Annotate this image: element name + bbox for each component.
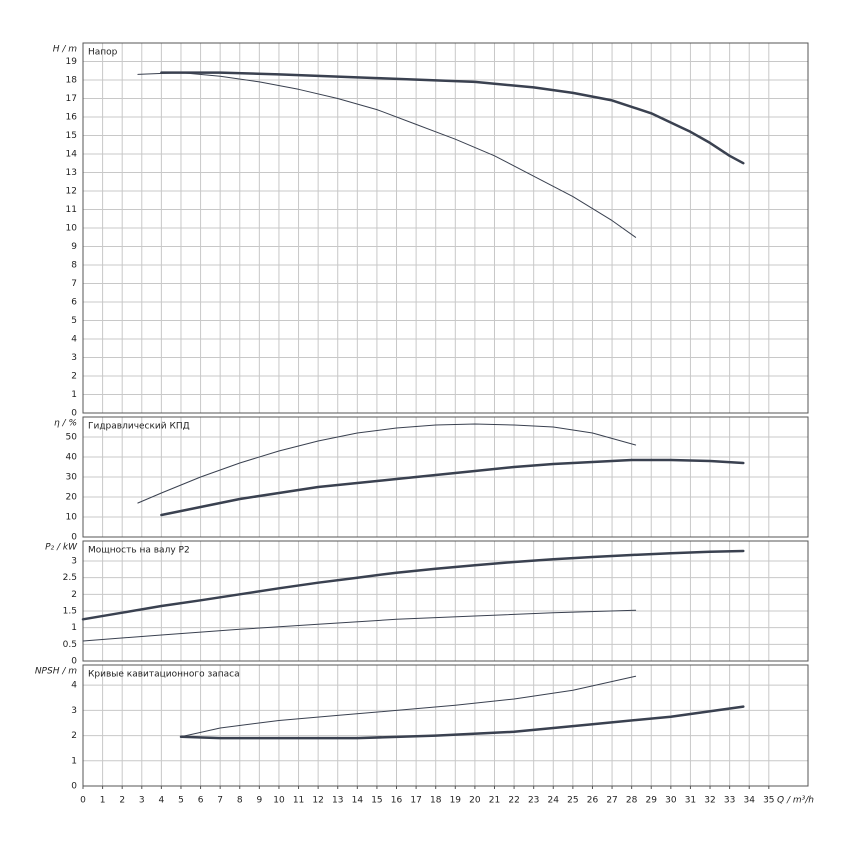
- y-tick-label: 2: [71, 731, 77, 741]
- y-tick-label: 10: [66, 224, 78, 234]
- curve: [137, 72, 637, 238]
- curve: [81, 549, 745, 621]
- panel-label: Гидравлический КПД: [88, 422, 190, 432]
- y-tick-label: 19: [66, 57, 78, 67]
- x-tick-label: 3: [139, 796, 145, 806]
- y-tick-label: 9: [71, 242, 77, 252]
- curve: [179, 705, 745, 740]
- y-tick-label: 11: [66, 205, 77, 215]
- y-tick-label: 40: [66, 453, 78, 463]
- y-tick-label: 5: [71, 316, 77, 326]
- y-tick-label: 2: [71, 590, 77, 600]
- x-tick-label: 23: [528, 796, 539, 806]
- panel-label: Мощность на валу P2: [88, 546, 190, 556]
- y-tick-label: 4: [71, 681, 77, 691]
- x-tick-label: 34: [743, 796, 755, 806]
- x-tick-label: 1: [100, 796, 106, 806]
- x-tick-label: 21: [489, 796, 500, 806]
- panel-label: Напор: [88, 48, 118, 58]
- y-tick-label: 0: [71, 409, 77, 419]
- y-tick-label: 7: [71, 279, 77, 289]
- curve: [137, 423, 637, 504]
- y-axis-label: NPSH / m: [35, 667, 77, 677]
- y-tick-label: 1: [71, 623, 77, 633]
- y-tick-label: 2.5: [63, 573, 77, 583]
- x-tick-label: 24: [548, 796, 560, 806]
- y-tick-label: 12: [66, 187, 77, 197]
- x-tick-label: 31: [685, 796, 696, 806]
- x-tick-label: 32: [704, 796, 715, 806]
- y-tick-label: 8: [71, 261, 77, 271]
- y-tick-label: 0.5: [63, 640, 77, 650]
- panel-label: Кривые кавитационного запаса: [88, 670, 240, 680]
- x-tick-label: 29: [646, 796, 658, 806]
- y-tick-label: 3: [71, 353, 77, 363]
- y-tick-label: 16: [66, 113, 78, 123]
- y-tick-label: 13: [66, 168, 77, 178]
- y-tick-label: 3: [71, 557, 77, 567]
- x-tick-label: 30: [665, 796, 677, 806]
- curve: [160, 71, 745, 165]
- x-tick-label: 13: [332, 796, 343, 806]
- panel-frame: [82, 42, 809, 414]
- x-tick-label: 0: [80, 796, 86, 806]
- panel-frame: [82, 416, 809, 538]
- panel-frame: [82, 540, 809, 662]
- x-tick-label: 26: [587, 796, 599, 806]
- x-tick-label: 12: [312, 796, 323, 806]
- x-tick-label: 2: [119, 796, 125, 806]
- x-tick-label: 28: [626, 796, 638, 806]
- x-axis-label: Q / m³/h: [777, 796, 814, 806]
- x-tick-label: 15: [371, 796, 382, 806]
- y-tick-label: 0: [71, 533, 77, 543]
- x-tick-label: 22: [508, 796, 519, 806]
- x-tick-label: 17: [410, 796, 421, 806]
- x-tick-label: 18: [430, 796, 442, 806]
- y-tick-label: 14: [66, 150, 78, 160]
- x-tick-label: 20: [469, 796, 481, 806]
- x-tick-label: 16: [391, 796, 403, 806]
- x-tick-label: 27: [606, 796, 617, 806]
- x-tick-label: 25: [567, 796, 578, 806]
- y-tick-label: 10: [66, 513, 78, 523]
- y-tick-label: 1: [71, 756, 77, 766]
- y-tick-label: 1: [71, 390, 77, 400]
- x-tick-label: 4: [159, 796, 165, 806]
- x-tick-label: 11: [293, 796, 304, 806]
- y-tick-label: 0: [71, 657, 77, 667]
- x-tick-label: 10: [273, 796, 285, 806]
- y-axis-label: η / %: [54, 419, 77, 429]
- y-tick-label: 6: [71, 298, 77, 308]
- curve: [160, 458, 745, 517]
- y-tick-label: 15: [66, 131, 77, 141]
- curve: [180, 675, 637, 738]
- y-tick-label: 1.5: [63, 607, 77, 617]
- curve: [82, 609, 637, 642]
- x-tick-label: 33: [724, 796, 735, 806]
- x-tick-label: 19: [450, 796, 462, 806]
- y-axis-label: P₂ / kW: [45, 543, 78, 553]
- x-tick-label: 7: [217, 796, 223, 806]
- y-tick-label: 50: [66, 433, 78, 443]
- y-tick-label: 20: [66, 493, 78, 503]
- y-tick-label: 17: [66, 94, 77, 104]
- x-tick-label: 35: [763, 796, 774, 806]
- x-tick-label: 5: [178, 796, 184, 806]
- x-tick-label: 14: [352, 796, 364, 806]
- x-tick-label: 9: [256, 796, 262, 806]
- panel-frame: [82, 664, 809, 787]
- y-tick-label: 2: [71, 372, 77, 382]
- y-tick-label: 0: [71, 782, 77, 792]
- x-tick-label: 8: [237, 796, 243, 806]
- y-tick-label: 18: [66, 76, 78, 86]
- x-tick-label: 6: [198, 796, 204, 806]
- y-tick-label: 30: [66, 473, 78, 483]
- y-axis-label: H / m: [53, 45, 78, 55]
- y-tick-label: 4: [71, 335, 77, 345]
- y-tick-label: 3: [71, 706, 77, 716]
